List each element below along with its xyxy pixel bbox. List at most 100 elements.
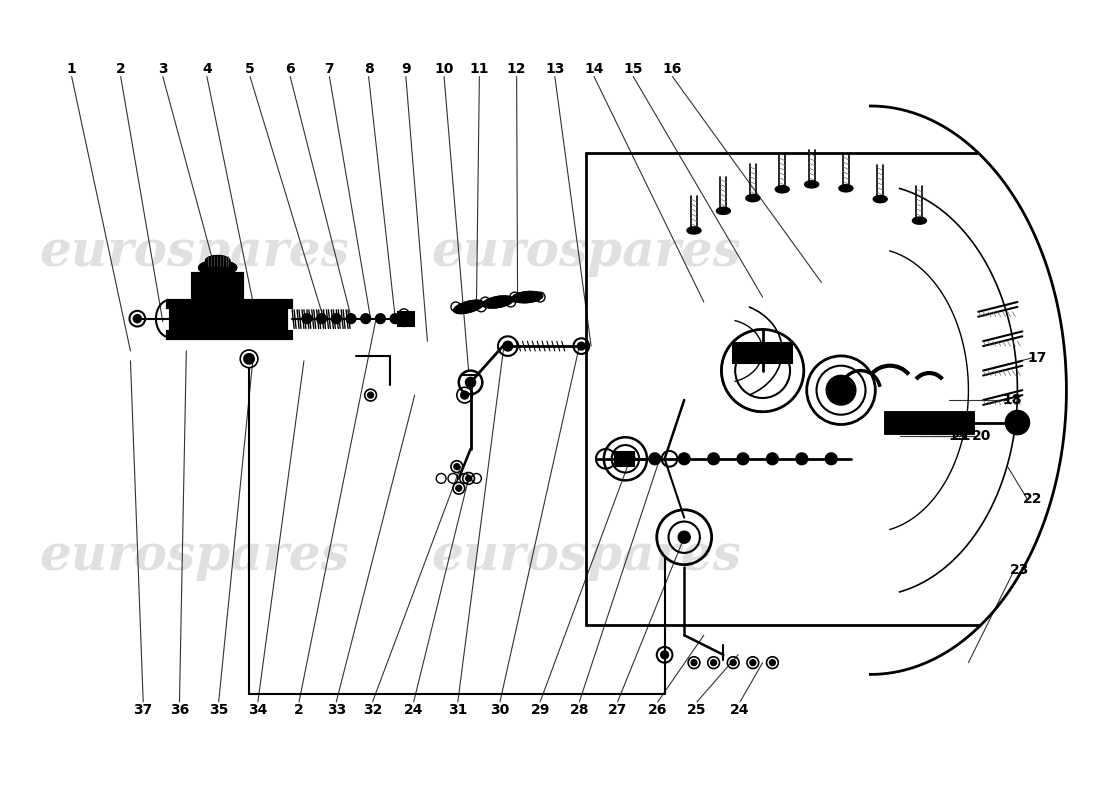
Ellipse shape [913, 218, 926, 224]
Bar [398, 312, 414, 326]
Circle shape [825, 453, 837, 465]
Bar [192, 273, 243, 312]
Circle shape [361, 314, 371, 323]
Circle shape [317, 314, 327, 323]
Circle shape [905, 417, 917, 429]
Text: eurospares: eurospares [431, 532, 741, 582]
Bar [167, 300, 293, 308]
Circle shape [691, 660, 697, 666]
Circle shape [923, 417, 935, 429]
Text: 11: 11 [470, 62, 490, 76]
Text: 23: 23 [1010, 562, 1030, 577]
Circle shape [826, 375, 856, 405]
Bar [192, 273, 243, 312]
Circle shape [707, 453, 719, 465]
Circle shape [461, 391, 469, 399]
Bar [886, 412, 974, 434]
Circle shape [616, 455, 624, 462]
Circle shape [375, 314, 385, 323]
Bar [615, 452, 635, 466]
Text: 35: 35 [209, 702, 229, 717]
Circle shape [244, 354, 254, 364]
Text: 17: 17 [1027, 351, 1047, 365]
Ellipse shape [873, 196, 887, 202]
Text: 24: 24 [730, 702, 750, 717]
Text: eurospares: eurospares [431, 229, 741, 278]
Text: 7: 7 [324, 62, 334, 76]
Text: 24: 24 [404, 702, 424, 717]
Circle shape [455, 486, 462, 491]
Bar [167, 300, 293, 308]
Ellipse shape [454, 301, 483, 313]
Circle shape [578, 342, 585, 350]
Text: 18: 18 [1003, 393, 1022, 407]
Circle shape [302, 314, 311, 323]
Text: 8: 8 [364, 62, 374, 76]
Text: 33: 33 [327, 702, 345, 717]
Bar [169, 304, 287, 334]
Circle shape [133, 314, 141, 322]
Bar [167, 331, 293, 339]
Text: 31: 31 [448, 702, 468, 717]
Text: 15: 15 [624, 62, 644, 76]
Text: 34: 34 [249, 702, 267, 717]
Circle shape [679, 453, 690, 465]
Text: 2: 2 [294, 702, 304, 717]
Text: 22: 22 [1022, 492, 1042, 506]
Text: 14: 14 [584, 62, 604, 76]
Circle shape [796, 453, 807, 465]
Circle shape [679, 531, 690, 543]
Bar [734, 343, 792, 362]
Circle shape [961, 418, 971, 427]
Circle shape [454, 464, 460, 470]
Ellipse shape [484, 297, 513, 307]
Ellipse shape [776, 186, 789, 193]
Circle shape [390, 314, 400, 323]
Circle shape [750, 660, 756, 666]
Text: 25: 25 [688, 702, 706, 717]
Text: 21: 21 [952, 430, 971, 443]
Text: eurospares: eurospares [40, 229, 349, 278]
Circle shape [1005, 410, 1030, 434]
Text: 1: 1 [67, 62, 77, 76]
Text: 27: 27 [608, 702, 627, 717]
Text: 20: 20 [971, 430, 991, 443]
Circle shape [346, 314, 356, 323]
Circle shape [943, 417, 955, 429]
Text: 26: 26 [648, 702, 668, 717]
Text: 10: 10 [434, 62, 454, 76]
Ellipse shape [839, 185, 853, 192]
Ellipse shape [716, 207, 730, 214]
Bar [886, 412, 974, 434]
Circle shape [177, 314, 187, 323]
Text: 36: 36 [169, 702, 189, 717]
Ellipse shape [805, 181, 818, 188]
Text: 12: 12 [507, 62, 527, 76]
Text: 5: 5 [245, 62, 255, 76]
Circle shape [503, 341, 513, 351]
Text: 29: 29 [530, 702, 550, 717]
Ellipse shape [746, 194, 760, 202]
Text: eurospares: eurospares [40, 532, 349, 582]
Circle shape [367, 392, 374, 398]
Ellipse shape [688, 227, 701, 234]
Text: 2: 2 [116, 62, 125, 76]
Circle shape [737, 453, 749, 465]
Text: 32: 32 [363, 702, 382, 717]
Text: 9: 9 [402, 62, 410, 76]
Circle shape [711, 660, 716, 666]
Bar [169, 304, 287, 334]
Circle shape [661, 651, 669, 658]
Circle shape [649, 453, 661, 465]
Text: 13: 13 [546, 62, 564, 76]
Bar [167, 331, 293, 339]
Ellipse shape [206, 256, 230, 266]
Text: 19: 19 [949, 430, 968, 443]
Text: 37: 37 [133, 702, 153, 717]
Ellipse shape [513, 292, 542, 302]
Circle shape [767, 453, 779, 465]
Text: 28: 28 [570, 702, 590, 717]
Circle shape [627, 455, 635, 462]
Circle shape [890, 416, 904, 430]
Text: 3: 3 [158, 62, 167, 76]
